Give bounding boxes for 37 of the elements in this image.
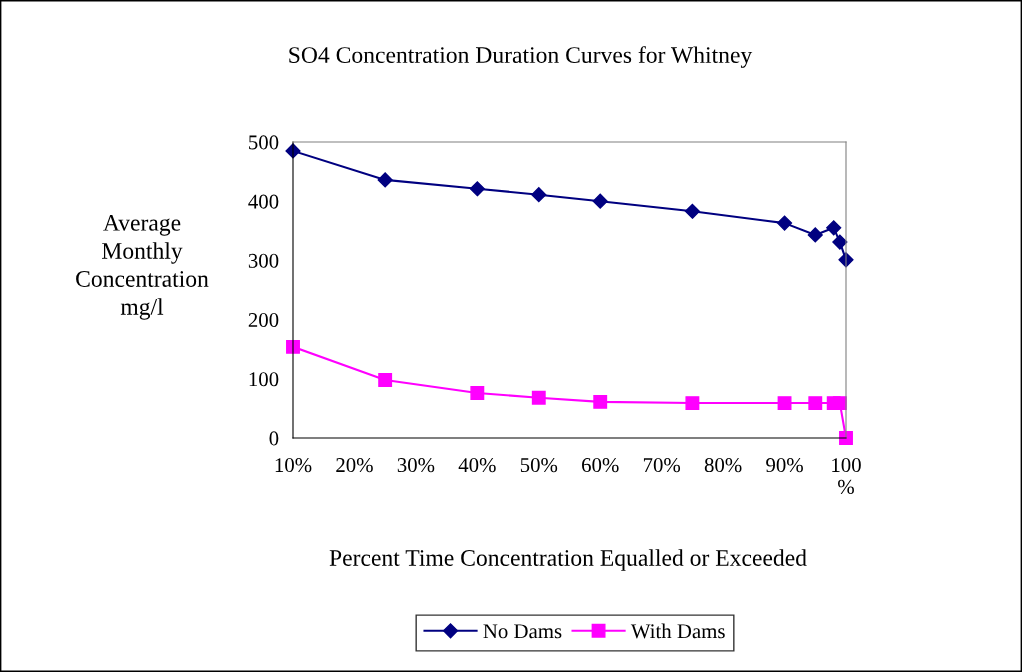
x-tick-label: 90% xyxy=(766,458,803,473)
point xyxy=(685,396,700,411)
point xyxy=(592,193,608,209)
point xyxy=(531,390,546,405)
legend-label: No Dams xyxy=(483,624,562,639)
x-tick-label: 70% xyxy=(643,458,681,473)
point xyxy=(777,396,792,411)
y-tick-label: 400 xyxy=(248,194,279,209)
point xyxy=(807,227,823,243)
point xyxy=(378,373,393,387)
x-tick-label: 80% xyxy=(704,458,742,473)
legend-label: With Dams xyxy=(630,623,725,639)
point xyxy=(593,394,608,409)
x-tick-label: 60% xyxy=(582,458,619,473)
x-tick-label: 10% xyxy=(275,458,312,473)
point xyxy=(377,172,393,188)
y-tick-label: 300 xyxy=(248,253,279,268)
chart-title: SO4 Concentration Duration Curves for Whitney xyxy=(289,46,753,68)
x-axis-title: Percent Time Concentration Equalled or Exceeded xyxy=(329,549,807,571)
y-tick-label: 500 xyxy=(249,135,279,150)
point xyxy=(832,234,848,250)
x-tick-label: 50% xyxy=(520,458,558,473)
point xyxy=(469,181,485,197)
x-tick-label: 100 % xyxy=(832,458,861,494)
x-tick-label: 40% xyxy=(458,458,496,473)
x-tick-label: 20% xyxy=(336,458,373,473)
y-tick-label: 200 xyxy=(248,312,279,328)
point xyxy=(826,220,842,236)
point xyxy=(776,215,793,231)
point xyxy=(531,187,547,203)
point xyxy=(684,203,700,219)
point xyxy=(808,396,823,411)
y-tick-label: 100 xyxy=(249,372,279,387)
y-tick-label: 0 xyxy=(269,431,279,446)
y-axis-title: Average Monthly Concentration mg/l xyxy=(76,215,209,320)
x-tick-label: 30% xyxy=(397,458,435,473)
point xyxy=(470,386,485,400)
